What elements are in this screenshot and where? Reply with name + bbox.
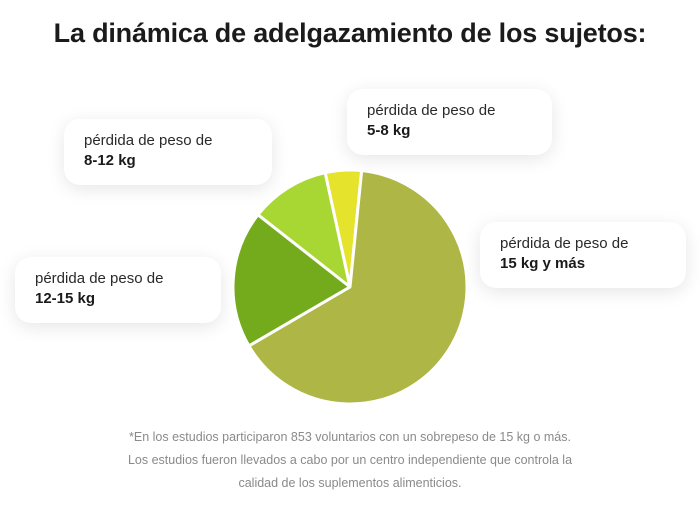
callout-5-8-kg-line2: 5-8 kg — [367, 122, 411, 139]
callout-12-15-kg-line1: pérdida de peso de — [35, 270, 164, 287]
callout-5-8-kg-line1: pérdida de peso de — [367, 102, 496, 119]
footnote: *En los estudios participaron 853 volunt… — [127, 430, 573, 490]
callout-15-kg-y-mas-line2: 15 kg y más — [500, 255, 586, 272]
chart-title: La dinámica de adelgazamiento de los suj… — [53, 18, 647, 48]
callout-8-12-kg-line1: pérdida de peso de — [84, 132, 213, 149]
callout-5-8-kg: pérdida de peso de 5-8 kg — [347, 89, 552, 155]
callout-12-15-kg: pérdida de peso de 12-15 kg — [15, 257, 221, 323]
callout-8-12-kg: pérdida de peso de 8-12 kg — [64, 119, 272, 185]
pie-slice-12-15-kg — [231, 213, 352, 348]
callout-15-kg-y-mas-line1: pérdida de peso de — [500, 235, 629, 252]
callout-15-kg-y-mas: pérdida de peso de 15 kg y más — [480, 222, 686, 288]
callout-12-15-kg-line2: 12-15 kg — [35, 290, 96, 307]
pie-slice-8-12-kg — [256, 171, 352, 289]
pie-slice-15-kg-y-mas — [247, 169, 469, 406]
callout-8-12-kg-line2: 8-12 kg — [84, 152, 136, 169]
